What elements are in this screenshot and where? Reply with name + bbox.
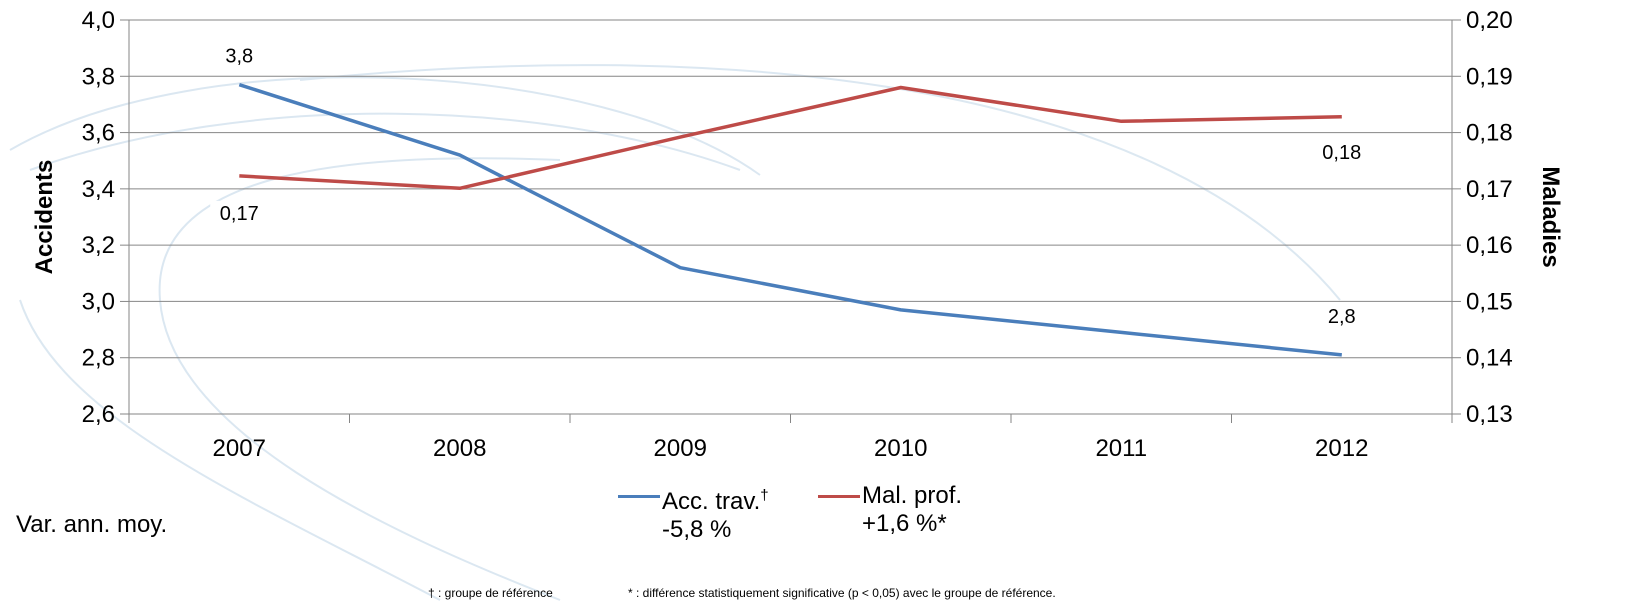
data-labels: 3,8 2,8 0,17 0,18	[210, 43, 1371, 330]
left-tick-label: 3,2	[82, 232, 115, 259]
legend-text-acc: Acc. trav.† -5,8 %	[662, 482, 769, 544]
left-axis-title: Accidents	[31, 160, 58, 275]
data-label-accidents: 3,8	[225, 46, 253, 68]
data-label-background	[215, 43, 263, 70]
average-variation-label: Var. ann. moy.	[16, 511, 168, 538]
right-tick-label: 0,19	[1466, 63, 1513, 90]
legend-change-mal: +1,6 %*	[862, 510, 947, 537]
right-tick-label: 0,14	[1466, 345, 1513, 372]
left-tick-label: 2,6	[82, 401, 115, 428]
legend-swatch-acc	[618, 495, 660, 498]
data-label-maladies: 0,17	[220, 203, 259, 225]
footnote-significance: * : différence statistiquement significa…	[628, 586, 1056, 600]
x-tick-label: 2008	[433, 435, 486, 462]
legend-name-acc: Acc. trav.	[662, 488, 761, 515]
footnote-reference: † : groupe de référence	[428, 586, 553, 600]
data-label-background	[210, 200, 269, 227]
data-label-maladies: 0,18	[1322, 142, 1361, 164]
x-tick-label: 2009	[654, 435, 707, 462]
axes: 2,6 2,8 3,0 3,2 3,4 3,6 3,8 4,0 0,13 0,14 0,15 0,16…	[82, 7, 1513, 462]
series-line-accidents	[238, 83, 1342, 357]
x-tick-label: 2007	[213, 435, 266, 462]
legend-change-acc: -5,8 %	[662, 516, 732, 543]
right-tick-label: 0,20	[1466, 7, 1513, 34]
right-tick-label: 0,15	[1466, 288, 1513, 315]
x-tick-label: 2010	[874, 435, 927, 462]
series-lines	[238, 83, 1342, 357]
left-tick-label: 4,0	[82, 7, 115, 34]
legend-name-mal: Mal. prof.	[862, 482, 963, 509]
right-tick-label: 0,16	[1466, 232, 1513, 259]
left-tick-label: 3,6	[82, 120, 115, 147]
data-label-background	[1312, 139, 1371, 166]
legend-text-mal: Mal. prof. +1,6 %*	[862, 482, 962, 538]
data-label-accidents: 2,8	[1328, 306, 1356, 328]
left-tick-label: 3,8	[82, 63, 115, 90]
gridlines	[129, 19, 1452, 359]
right-tick-label: 0,18	[1466, 120, 1513, 147]
left-tick-label: 2,8	[82, 345, 115, 372]
x-tick-label: 2011	[1095, 435, 1147, 462]
x-tick-label: 2012	[1315, 435, 1368, 462]
left-tick-label: 3,0	[82, 288, 115, 315]
right-axis-title: Maladies	[1537, 166, 1564, 267]
left-tick-label: 3,4	[82, 176, 115, 203]
series-line-maladies	[239, 85, 1342, 191]
right-tick-label: 0,17	[1466, 176, 1513, 203]
legend-swatch-mal	[818, 495, 860, 498]
right-tick-label: 0,13	[1466, 401, 1513, 428]
data-label-background	[1318, 303, 1366, 330]
legend-marker-acc: †	[760, 487, 769, 504]
